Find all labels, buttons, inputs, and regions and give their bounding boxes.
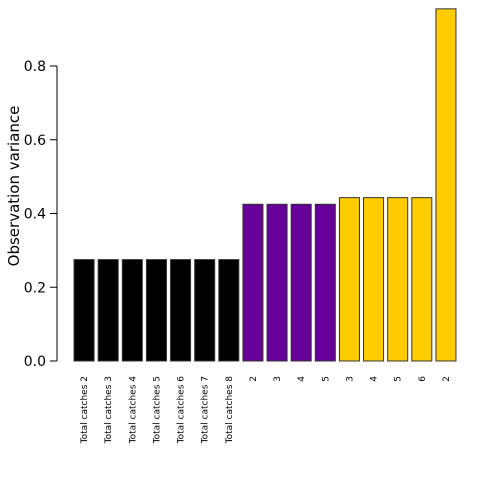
y-axis-label: Observation variance (5, 106, 23, 267)
bar-7 (218, 259, 240, 362)
bar-14 (387, 197, 409, 362)
x-tick-label: 6 (418, 376, 428, 382)
y-tick-label: 0.6 (24, 133, 46, 149)
x-tick-label: Total catches 6 (177, 376, 187, 445)
bar-10 (290, 203, 312, 362)
x-tick-label: Total catches 3 (104, 376, 114, 444)
bar-1 (73, 259, 95, 362)
bar-5 (170, 259, 192, 362)
bar-12 (338, 197, 360, 362)
y-tick-label: 0.4 (24, 207, 46, 223)
x-tick-label: Total catches 7 (201, 376, 211, 444)
y-axis: 0.0 0.2 0.4 0.6 0.8 (24, 59, 58, 370)
bar-15 (411, 197, 433, 362)
y-tick-label: 0.8 (24, 59, 46, 75)
bar-11 (314, 203, 336, 362)
bar-16 (435, 8, 457, 362)
x-tick-label: 5 (321, 376, 331, 382)
x-tick-label: 4 (370, 376, 380, 382)
bar-8 (242, 203, 264, 362)
bar-9 (266, 203, 288, 362)
x-tick-label: 3 (345, 376, 355, 382)
x-tick-label: 3 (273, 376, 283, 382)
x-tick-label: 2 (442, 376, 452, 382)
bars-group (73, 8, 457, 362)
x-tick-labels: Total catches 2 Total catches 3 Total catc… (80, 376, 452, 445)
x-tick-label: Total catches 4 (128, 376, 138, 445)
x-tick-label: 5 (394, 376, 404, 382)
bar-3 (121, 259, 143, 362)
y-tick-label: 0.0 (24, 354, 46, 370)
bar-4 (145, 259, 167, 362)
x-tick-label: 4 (297, 376, 307, 382)
x-tick-label: Total catches 5 (152, 376, 162, 444)
bar-6 (194, 259, 216, 362)
bar-13 (363, 197, 385, 362)
x-tick-label: Total catches 2 (80, 376, 90, 444)
x-tick-label: 2 (249, 376, 259, 382)
bar-2 (97, 259, 119, 362)
y-tick-label: 0.2 (24, 280, 46, 296)
x-tick-label: Total catches 8 (225, 376, 235, 445)
